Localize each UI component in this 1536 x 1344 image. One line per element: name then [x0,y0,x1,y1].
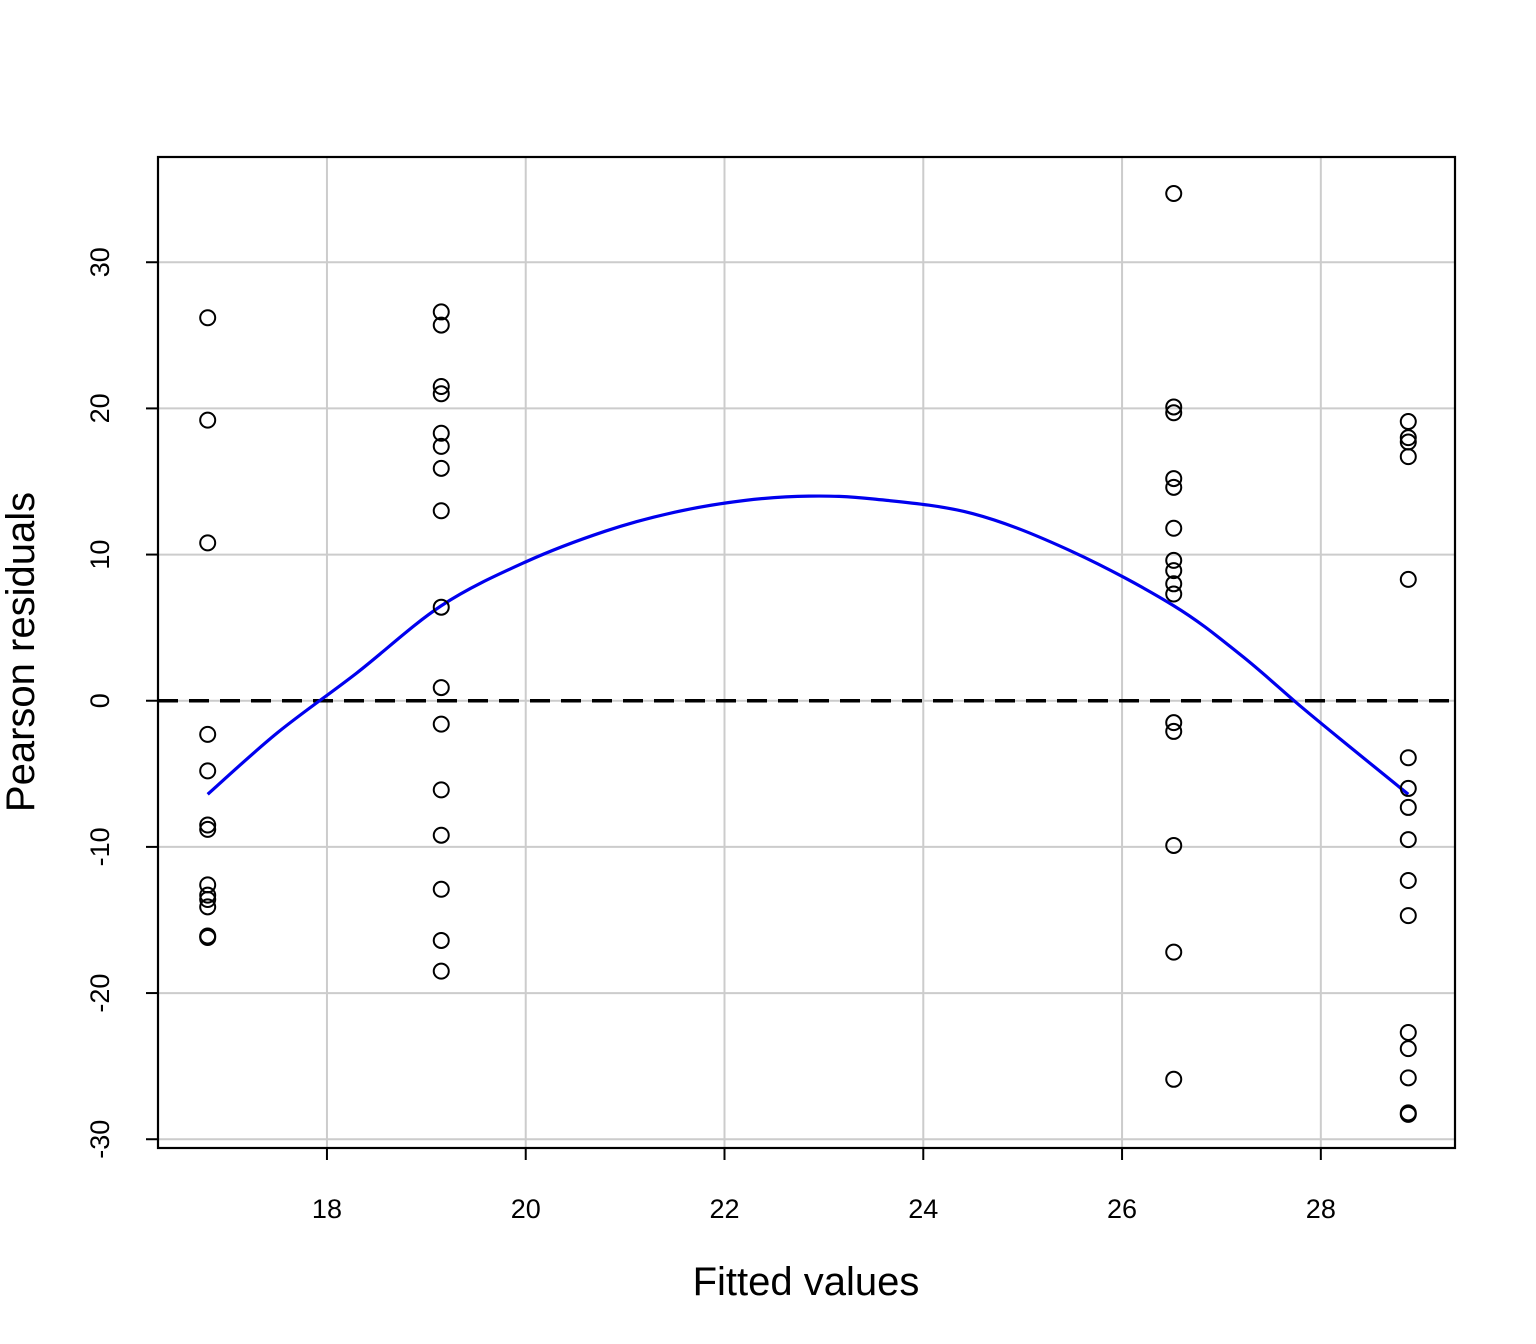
data-point [1165,519,1183,537]
data-point [1399,779,1417,797]
data-point [1165,1070,1183,1088]
data-point [432,679,450,697]
data-point [199,820,217,838]
x-axis: 18 20 22 24 26 28 [312,1148,1336,1224]
data-point [1165,478,1183,496]
data-point [1165,562,1183,580]
x-tick-label: 26 [1107,1194,1137,1224]
data-point [1165,404,1183,422]
data-point [1399,1024,1417,1042]
data-point [1399,1040,1417,1058]
data-point [1165,185,1183,203]
x-tick-label: 18 [312,1194,342,1224]
data-point [432,715,450,733]
x-tick-label: 24 [908,1194,938,1224]
data-point [432,437,450,455]
data-point [432,931,450,949]
data-point [199,411,217,429]
x-tick-label: 22 [709,1194,739,1224]
data-point [199,886,217,904]
y-axis: -30 -20 -10 0 10 20 30 [85,247,158,1159]
data-point [1165,943,1183,961]
data-point [432,826,450,844]
grid-lines [158,157,1455,1148]
x-tick-label: 20 [511,1194,541,1224]
data-point [1399,749,1417,767]
smooth-trend-curve [206,494,1410,796]
y-tick-label: -10 [85,827,115,866]
data-point [199,929,217,947]
data-point [432,316,450,334]
plot-frame [156,155,1457,1150]
data-point [1399,448,1417,466]
data-point [1399,570,1417,588]
data-point [432,962,450,980]
data-point [1165,398,1183,416]
data-points [199,185,1417,1123]
data-point [432,459,450,477]
data-point [1165,714,1183,732]
data-point [1399,907,1417,925]
data-point [432,781,450,799]
y-tick-label: 10 [85,540,115,570]
data-point [432,424,450,442]
data-point [199,891,217,909]
data-point [199,725,217,743]
data-point [1399,798,1417,816]
data-point [1165,575,1183,593]
data-point [1399,1105,1417,1123]
data-point [1399,413,1417,431]
y-tick-label: 30 [85,247,115,277]
data-point [1399,1069,1417,1087]
data-point [199,534,217,552]
data-point [1399,429,1417,447]
x-axis-title: Fitted values [693,1260,920,1304]
data-point [199,898,217,916]
x-tick-label: 28 [1306,1194,1336,1224]
y-axis-title: Pearson residuals [0,492,43,812]
data-point [199,816,217,834]
y-tick-label: 0 [85,693,115,708]
y-tick-label: -30 [85,1120,115,1159]
data-point [1165,585,1183,603]
data-point [432,385,450,403]
data-point [432,377,450,395]
data-point [199,762,217,780]
data-point [199,309,217,327]
data-point [1399,831,1417,849]
y-tick-label: -20 [85,974,115,1013]
data-point [432,502,450,520]
data-point [1165,470,1183,488]
data-point [1399,872,1417,890]
data-point [1165,836,1183,854]
data-point [1165,551,1183,569]
data-point [432,598,450,616]
data-point [432,880,450,898]
data-point [432,303,450,321]
data-point [1165,722,1183,740]
y-tick-label: 20 [85,393,115,423]
